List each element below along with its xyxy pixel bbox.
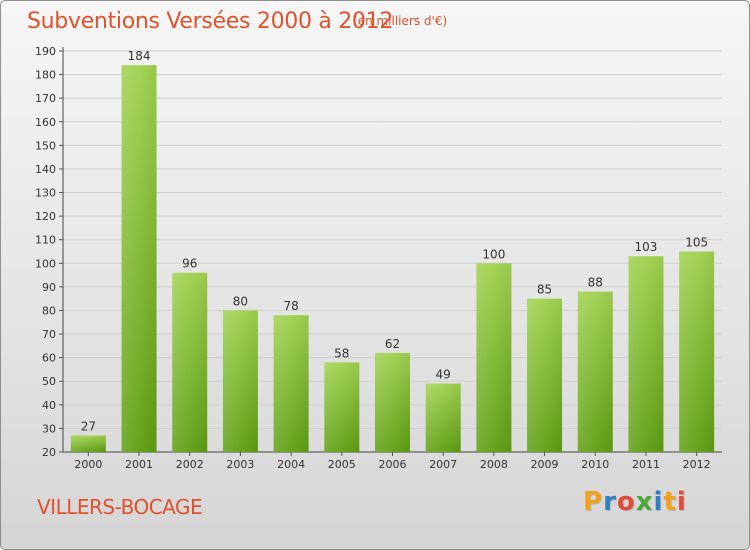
y-tick-label: 120	[35, 210, 56, 223]
bar-value-label: 27	[81, 419, 96, 433]
y-tick-label: 130	[35, 187, 56, 200]
logo-letter: P	[583, 487, 604, 517]
bar-value-label: 184	[128, 49, 151, 63]
bar-value-label: 62	[385, 337, 400, 351]
bar-shine	[273, 315, 309, 452]
x-tick-label: 2009	[531, 458, 559, 471]
x-tick-label: 2011	[632, 458, 660, 471]
chart-unit: (en milliers d'€)	[353, 14, 448, 28]
bar-value-label: 85	[537, 283, 552, 297]
y-tick-label: 150	[35, 139, 56, 152]
y-tick-label: 30	[42, 422, 56, 435]
y-tick-label: 110	[35, 234, 56, 247]
y-tick-label: 40	[42, 399, 56, 412]
y-tick-label: 160	[35, 116, 56, 129]
y-tick-label: 190	[35, 45, 56, 58]
bar-shine	[121, 65, 157, 452]
y-tick-label: 20	[42, 446, 56, 459]
y-tick-label: 100	[35, 257, 56, 270]
y-tick-label: 50	[42, 375, 56, 388]
x-tick-label: 2004	[277, 458, 305, 471]
y-tick-label: 180	[35, 69, 56, 82]
y-tick-label: 140	[35, 163, 56, 176]
bar-value-label: 58	[334, 346, 349, 360]
logo-letter: x	[635, 487, 654, 517]
bar-shine	[222, 310, 258, 452]
x-tick-label: 2002	[176, 458, 204, 471]
bar-value-label: 78	[283, 299, 298, 313]
bar-shine	[172, 272, 208, 452]
x-tick-label: 2007	[429, 458, 457, 471]
bar-shine	[324, 362, 360, 452]
y-tick-label: 90	[42, 281, 56, 294]
bar-shine	[679, 251, 715, 452]
logo-letter: t	[663, 487, 677, 517]
bar-shine	[476, 263, 512, 452]
bar-value-label: 80	[233, 294, 248, 308]
bar-shine	[577, 291, 613, 452]
bar-shine	[375, 352, 410, 452]
y-tick-label: 170	[35, 92, 56, 105]
x-tick-label: 2012	[683, 458, 711, 471]
chart-title: Subventions Versées 2000 à 2012	[27, 9, 394, 34]
commune-name: VILLERS-BOCAGE	[37, 495, 203, 519]
y-tick-label: 70	[42, 328, 56, 341]
x-tick-label: 2010	[581, 458, 609, 471]
x-tick-label: 2000	[74, 458, 102, 471]
x-tick-label: 2003	[226, 458, 254, 471]
bar-shine	[527, 298, 563, 452]
logo-letter: i	[676, 487, 687, 517]
logo-letter: r	[603, 487, 617, 517]
y-tick-label: 80	[42, 304, 56, 317]
bar-shine	[628, 256, 664, 452]
proxiti-logo: Proxiti	[583, 487, 687, 517]
y-tick-label: 60	[42, 352, 56, 365]
x-tick-label: 2001	[125, 458, 153, 471]
x-tick-label: 2006	[379, 458, 407, 471]
bar-value-label: 100	[482, 247, 505, 261]
bar-value-label: 49	[436, 368, 451, 382]
bar-value-label: 96	[182, 257, 197, 271]
logo-letter: o	[616, 487, 636, 517]
bar-value-label: 103	[635, 240, 658, 254]
bar-shine	[425, 383, 461, 452]
x-tick-label: 2008	[480, 458, 508, 471]
logo-letter: i	[653, 487, 664, 517]
bar-shine	[70, 435, 106, 452]
bar-value-label: 88	[588, 276, 603, 290]
x-tick-label: 2005	[328, 458, 356, 471]
bar-value-label: 105	[685, 236, 708, 250]
